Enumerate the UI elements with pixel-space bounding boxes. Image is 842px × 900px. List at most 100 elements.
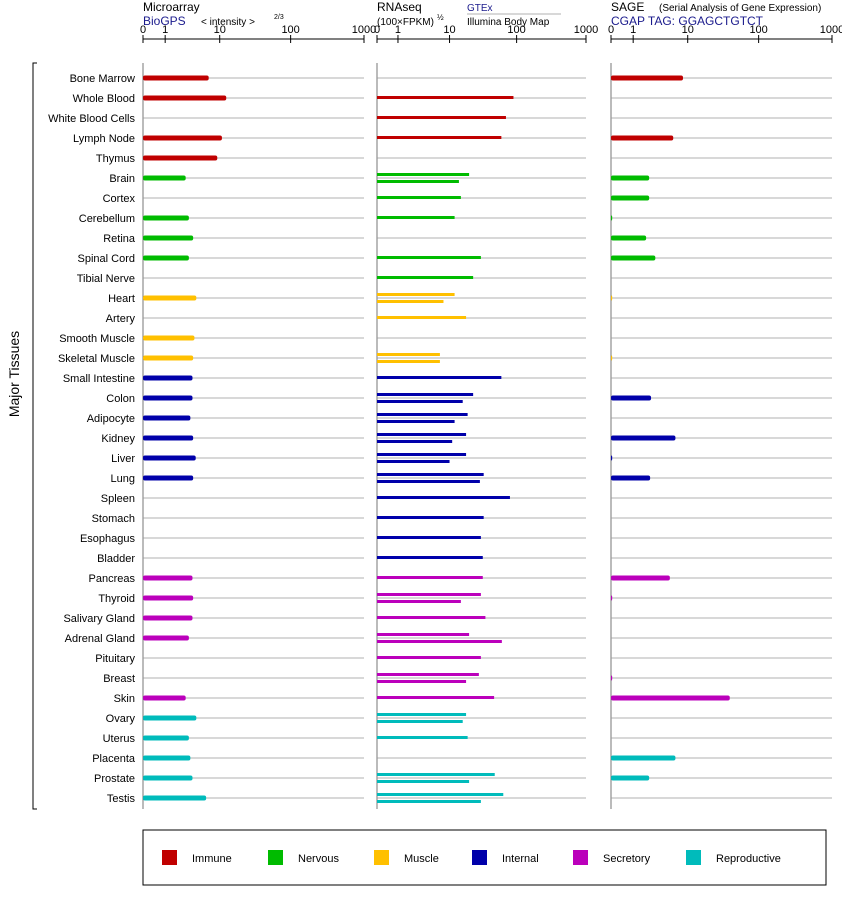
microarray-bar-adrenal-gland (143, 635, 189, 641)
sage-bar-liver (611, 455, 613, 461)
sage-bar-breast (611, 675, 613, 681)
rnaseq-source-bodymap: Illumina Body Map (467, 17, 550, 28)
sage-x-axis: 0 1 10 100 1000 (608, 24, 842, 43)
tissue-label-adipocyte: Adipocyte (87, 413, 135, 425)
tissue-label-tibial-nerve: Tibial Nerve (77, 273, 135, 285)
microarray-bar-kidney (143, 435, 194, 441)
tissue-label-bone-marrow: Bone Marrow (70, 73, 135, 85)
sage-bar-heart (611, 295, 613, 301)
rnaseq-unit-exponent: ½ (437, 13, 444, 22)
sage-bar-thyroid (611, 595, 613, 601)
tissue-label-heart: Heart (108, 293, 135, 305)
microarray-bar-skin (143, 695, 186, 701)
tissue-rows: Bone Marrow Whole Blood White Blood Cells L… (48, 73, 136, 805)
rnaseq-gtex-bar-liver (377, 453, 467, 456)
rnaseq-gtex-bar-kidney (377, 433, 467, 436)
rnaseq-gtex-bar-spleen (377, 496, 510, 499)
rnaseq-source-gtex: GTEx (467, 3, 493, 14)
tissue-label-pituitary: Pituitary (95, 653, 135, 665)
rnaseq-gtex-bar-lymph-node (377, 136, 502, 139)
legend-label-nervous: Nervous (298, 853, 339, 865)
rnaseq-gtex-bar-breast (377, 673, 479, 676)
microarray-bar-salivary-gland (143, 615, 193, 621)
sage-title: SAGE (611, 0, 644, 14)
rnaseq-bodymap-bar-brain (377, 180, 459, 183)
sage-bar-brain (611, 175, 650, 181)
microarray-bar-small-intestine (143, 375, 193, 381)
sage-bar-pancreas (611, 575, 670, 581)
rnaseq-gtex-bar-spinal-cord (377, 256, 481, 259)
sage-subtitle: CGAP TAG: GGAGCTGTCT (611, 14, 764, 28)
legend-item-immune: Immune (162, 850, 232, 865)
microarray-header: Microarray BioGPS < intensity > 2/3 (143, 0, 284, 28)
panel-sage: 0 1 10 100 1000 (608, 24, 842, 809)
tissue-label-artery: Artery (106, 313, 136, 325)
tissue-label-thyroid: Thyroid (98, 593, 135, 605)
rnaseq-unit: (100×FPKM) (377, 17, 434, 28)
tissue-label-bladder: Bladder (97, 553, 135, 565)
microarray-tick-label: 0 (140, 24, 146, 36)
y-axis: Major Tissues (6, 62, 37, 810)
microarray-x-axis: 0 1 10 100 1000 (140, 24, 376, 43)
microarray-tick-label: 10 (214, 24, 226, 36)
rnaseq-gtex-bar-whole-blood (377, 96, 514, 99)
microarray-bar-prostate (143, 775, 193, 781)
sage-bar-lymph-node (611, 135, 674, 141)
microarray-bar-smooth-muscle (143, 335, 195, 341)
legend-item-internal: Internal (472, 850, 539, 865)
microarray-tick-label: 100 (281, 24, 299, 36)
rnaseq-x-axis: 0 1 10 100 1000 (374, 24, 598, 43)
sage-title-note: (Serial Analysis of Gene Expression) (659, 3, 821, 14)
tissue-label-smooth-muscle: Smooth Muscle (59, 333, 135, 345)
microarray-unit: < intensity > (201, 17, 255, 28)
microarray-bar-thymus (143, 155, 218, 161)
rnaseq-bodymap-bar-heart (377, 300, 444, 303)
sage-tick-label: 10 (682, 24, 694, 36)
rnaseq-gtex-bar-pancreas (377, 576, 483, 579)
legend-label-muscle: Muscle (404, 853, 439, 865)
y-axis-bracket (32, 62, 37, 810)
sage-bar-colon (611, 395, 652, 401)
tissue-label-lymph-node: Lymph Node (73, 133, 135, 145)
tissue-label-cerebellum: Cerebellum (79, 213, 135, 225)
tissue-label-uterus: Uterus (103, 733, 136, 745)
legend-label-immune: Immune (192, 853, 232, 865)
rnaseq-bodymap-bar-liver (377, 460, 450, 463)
tissue-label-retina: Retina (103, 233, 136, 245)
sage-bar-spinal-cord (611, 255, 656, 261)
rnaseq-gtex-bar-heart (377, 293, 455, 296)
rnaseq-gtex-bar-white-blood-cells (377, 116, 506, 119)
rnaseq-bodymap-bar-kidney (377, 440, 453, 443)
rnaseq-gtex-bar-thyroid (377, 593, 481, 596)
rnaseq-gtex-bar-adrenal-gland (377, 633, 470, 636)
tissue-label-stomach: Stomach (92, 513, 135, 525)
legend-swatch-nervous (268, 850, 283, 865)
microarray-bar-heart (143, 295, 197, 301)
tissue-label-spleen: Spleen (101, 493, 135, 505)
sage-bar-kidney (611, 435, 676, 441)
tissue-label-skeletal-muscle: Skeletal Muscle (58, 353, 135, 365)
rnaseq-bodymap-bar-skeletal-muscle (377, 360, 440, 363)
microarray-bar-spinal-cord (143, 255, 189, 261)
microarray-bar-liver (143, 455, 196, 461)
rnaseq-bodymap-bar-prostate (377, 780, 470, 783)
sage-header: SAGE (Serial Analysis of Gene Expression… (611, 0, 821, 28)
rnaseq-gtex-bar-uterus (377, 736, 468, 739)
rnaseq-gtex-bar-salivary-gland (377, 616, 486, 619)
legend-label-internal: Internal (502, 853, 539, 865)
sage-bar-placenta (611, 755, 676, 761)
microarray-bar-thyroid (143, 595, 194, 601)
tissue-label-brain: Brain (109, 173, 135, 185)
tissue-label-prostate: Prostate (94, 773, 135, 785)
tissue-label-whole-blood: Whole Blood (73, 93, 135, 105)
rnaseq-tick-label: 0 (374, 24, 380, 36)
legend-label-secretory: Secretory (603, 853, 651, 865)
legend-items: Immune Nervous Muscle Internal Secretory Repr… (162, 850, 781, 865)
tissue-label-ovary: Ovary (106, 713, 136, 725)
y-axis-label: Major Tissues (6, 331, 22, 417)
tissue-label-colon: Colon (106, 393, 135, 405)
legend-swatch-immune (162, 850, 177, 865)
tissue-label-spinal-cord: Spinal Cord (78, 253, 135, 265)
